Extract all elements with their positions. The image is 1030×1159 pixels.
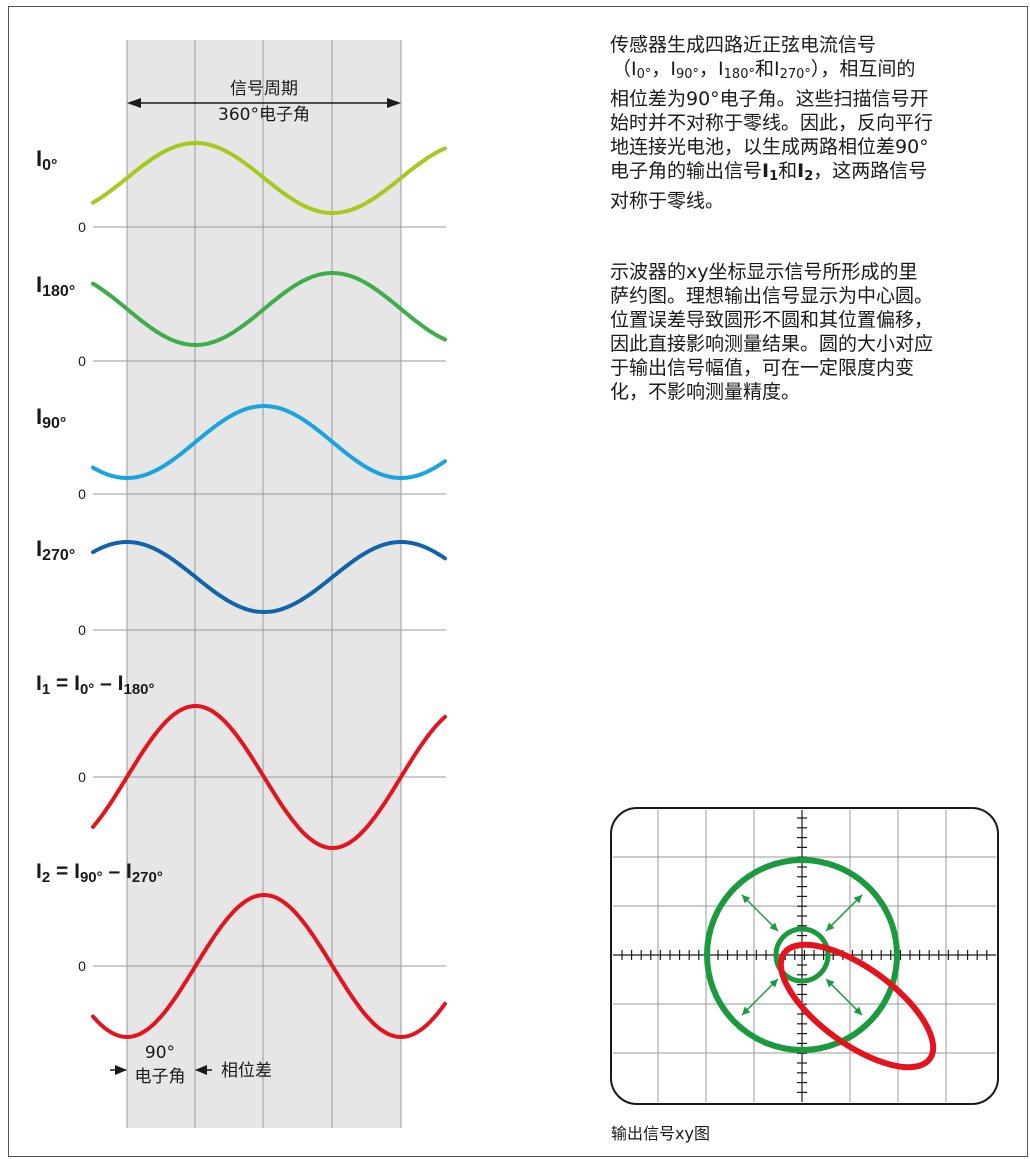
amplitude-arrow [741,978,779,1016]
para2-line4: 因此直接影响测量结果。圆的大小对应 [610,333,934,355]
zero-label-i1: 0 [78,769,86,785]
arrowhead [769,922,778,931]
zero-label-i180: 0 [78,353,86,369]
signal-label-i1: I1 = I0° – I180° [36,672,155,698]
zero-label-i270: 0 [78,622,86,638]
phase-angle-value: 90° [145,1043,175,1063]
para1-line1: 传感器生成四路近正弦电流信号 [610,34,877,56]
amplitude-arrow [825,978,863,1016]
waveform-i0 [91,141,447,215]
lissajous-ellipse-with-error [777,941,937,1071]
para1-line4: 始时并不对称于零线。因此，反向平行 [610,112,934,134]
signal-label-i90: I90° [36,404,66,432]
phase-angle-unit: 电子角 [135,1067,186,1087]
para1-line3: 相位差为90°电子角。这些扫描信号开 [610,88,929,110]
description-paragraph-2: 示波器的xy坐标显示信号所形成的里 萨约图。理想输出信号显示为中心圆。 位置误差… [610,260,1020,404]
signal-label-i0: I0° [36,146,57,174]
amplitude-arrow [825,894,863,932]
description-paragraph-1: 传感器生成四路近正弦电流信号 （I0°，I90°，I180°和I270°），相互… [610,33,1020,213]
waveform-i90 [91,404,447,480]
signal-label-i270: I270° [36,536,75,564]
para2-line5: 于输出信号幅值，可在一定限度内变 [610,357,915,379]
amplitude-range-arrows [741,894,863,1016]
para1-line7: 对称于零线。 [610,190,725,212]
para2-line2: 萨约图。理想输出信号显示为中心圆。 [610,285,934,307]
arrowhead [826,979,835,988]
amplitude-arrow [741,894,779,932]
oscilloscope-xy-plot [610,807,999,1105]
period-band [127,40,401,1128]
signal-label-i180: I180° [36,272,75,300]
phase-difference-label: 相位差 [221,1061,272,1081]
xy-plot-caption: 输出信号xy图 [611,1124,710,1143]
para2-line1: 示波器的xy坐标显示信号所形成的里 [610,261,918,283]
arrowhead [741,894,751,904]
waveform-i270 [91,540,447,614]
arrowhead [853,1006,863,1016]
para1-line6: 电子角的输出信号I1和I2，这两路信号 [610,160,928,184]
signal-period-arrow [127,98,401,108]
signal-period-label: 信号周期 [230,79,298,99]
arrowhead [826,922,835,931]
waveform-i2 [91,893,447,1040]
waveform-i180 [91,271,447,347]
arrowhead [853,894,863,904]
zero-label-i0: 0 [78,219,86,235]
arrowhead [769,979,778,988]
phase-gridlines [126,40,402,1128]
zero-lines [93,226,446,967]
zero-label-i90: 0 [78,486,86,502]
para1-line2: （I0°，I90°，I180°和I270°），相互间的 [612,58,916,82]
phase-difference-arrows [110,1065,212,1075]
signal-period-angle: 360°电子角 [218,105,310,125]
zero-label-i2: 0 [78,958,86,974]
waveform-i1 [91,704,447,850]
arrowhead [741,1006,751,1016]
para2-line6: 化，不影响测量精度。 [610,381,801,403]
lissajous-inner-circle [773,926,831,984]
para1-line5: 地连接光电池，以生成两路相位差90° [610,136,929,158]
signal-label-i2: I2 = I90° – I270° [36,860,163,886]
lissajous-outer-circle [704,857,900,1053]
para2-line3: 位置误差导致圆形不圆和其位置偏移， [610,309,934,331]
